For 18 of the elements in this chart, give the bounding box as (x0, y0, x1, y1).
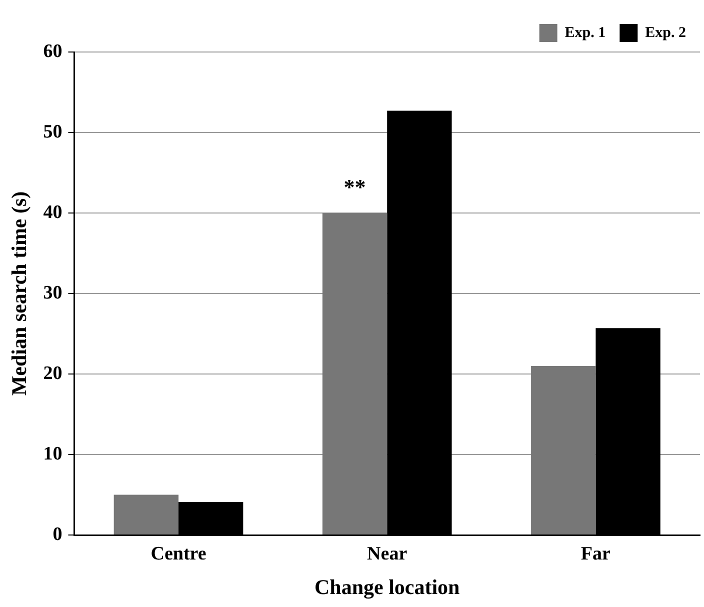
annotation: ** (344, 174, 366, 200)
y-tick-label: 60 (43, 40, 62, 62)
y-tick-label: 30 (43, 282, 62, 304)
legend-label: Exp. 1 (564, 24, 606, 41)
x-tick-label: Centre (150, 543, 206, 564)
y-tick-label: 0 (52, 524, 62, 545)
legend-label: Exp. 2 (645, 24, 686, 41)
x-tick-label: Near (367, 543, 408, 564)
bar (114, 494, 178, 534)
x-tick-label: Far (580, 543, 612, 564)
y-tick-label: 50 (43, 121, 62, 142)
y-axis-title: Median search time (s) (7, 191, 32, 396)
y-tick-label: 10 (43, 443, 62, 464)
x-axis-title: Change location (314, 574, 460, 599)
bar (322, 213, 388, 534)
bar (531, 366, 596, 534)
y-tick-label: 20 (43, 362, 62, 384)
y-tick-label: 40 (43, 202, 62, 223)
